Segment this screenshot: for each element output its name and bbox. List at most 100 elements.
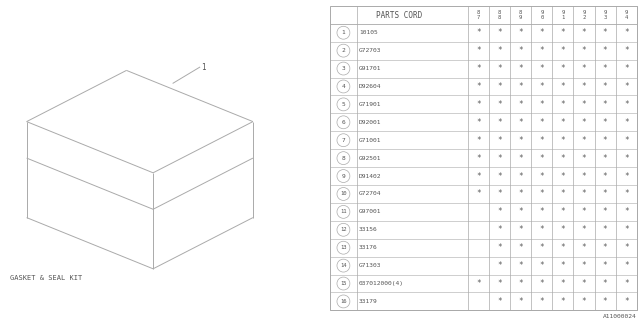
Text: *: * <box>476 154 481 163</box>
Text: *: * <box>582 100 586 109</box>
Text: *: * <box>582 297 586 306</box>
Text: 2: 2 <box>342 48 346 53</box>
Text: *: * <box>561 28 565 37</box>
Text: *: * <box>518 46 523 55</box>
Text: G97001: G97001 <box>359 209 381 214</box>
Text: G72704: G72704 <box>359 191 381 196</box>
Text: *: * <box>582 154 586 163</box>
Text: *: * <box>624 100 628 109</box>
Text: *: * <box>561 64 565 73</box>
Text: G71303: G71303 <box>359 263 381 268</box>
Text: 14: 14 <box>340 263 347 268</box>
Text: 8
7: 8 7 <box>477 10 480 20</box>
Text: G71901: G71901 <box>359 102 381 107</box>
Text: *: * <box>603 172 607 180</box>
Text: *: * <box>561 279 565 288</box>
Text: *: * <box>497 46 502 55</box>
Text: *: * <box>624 46 628 55</box>
Text: *: * <box>624 207 628 216</box>
Text: 9
2: 9 2 <box>582 10 586 20</box>
Text: 11: 11 <box>340 209 347 214</box>
Text: *: * <box>603 243 607 252</box>
Text: *: * <box>561 118 565 127</box>
Text: 9
4: 9 4 <box>625 10 628 20</box>
Text: *: * <box>518 225 523 234</box>
Text: *: * <box>540 172 544 180</box>
Text: *: * <box>603 46 607 55</box>
Text: *: * <box>540 118 544 127</box>
Text: *: * <box>540 154 544 163</box>
Text: *: * <box>624 261 628 270</box>
Text: *: * <box>582 243 586 252</box>
Text: *: * <box>561 261 565 270</box>
Text: 3: 3 <box>342 66 346 71</box>
Text: 9: 9 <box>342 173 346 179</box>
Text: *: * <box>561 82 565 91</box>
Text: *: * <box>624 28 628 37</box>
Text: *: * <box>518 154 523 163</box>
Text: *: * <box>561 207 565 216</box>
Text: 6: 6 <box>342 120 346 125</box>
Text: 9
1: 9 1 <box>561 10 564 20</box>
Text: 16: 16 <box>340 299 347 304</box>
Text: *: * <box>518 189 523 198</box>
Text: G72703: G72703 <box>359 48 381 53</box>
Text: *: * <box>582 64 586 73</box>
Text: *: * <box>540 100 544 109</box>
Text: 13: 13 <box>340 245 347 250</box>
Text: 4: 4 <box>342 84 346 89</box>
Text: D91402: D91402 <box>359 173 381 179</box>
Text: *: * <box>582 189 586 198</box>
Text: *: * <box>476 64 481 73</box>
Text: *: * <box>582 118 586 127</box>
Text: *: * <box>497 189 502 198</box>
Text: *: * <box>497 207 502 216</box>
Text: *: * <box>561 297 565 306</box>
Text: *: * <box>624 279 628 288</box>
Text: *: * <box>476 100 481 109</box>
Text: *: * <box>624 136 628 145</box>
Text: *: * <box>540 279 544 288</box>
Text: 8: 8 <box>342 156 346 161</box>
Text: 12: 12 <box>340 227 347 232</box>
Text: *: * <box>603 225 607 234</box>
Text: *: * <box>497 28 502 37</box>
Text: *: * <box>603 154 607 163</box>
Text: GASKET & SEAL KIT: GASKET & SEAL KIT <box>10 276 82 281</box>
Text: *: * <box>497 297 502 306</box>
Text: *: * <box>540 28 544 37</box>
Text: *: * <box>518 279 523 288</box>
Text: *: * <box>497 172 502 180</box>
Text: *: * <box>518 100 523 109</box>
Text: *: * <box>603 136 607 145</box>
Text: *: * <box>561 136 565 145</box>
Text: 9
3: 9 3 <box>604 10 607 20</box>
Text: *: * <box>518 297 523 306</box>
Text: *: * <box>497 243 502 252</box>
Text: *: * <box>497 261 502 270</box>
Text: *: * <box>582 28 586 37</box>
Text: *: * <box>561 243 565 252</box>
Text: *: * <box>582 46 586 55</box>
Text: *: * <box>603 207 607 216</box>
Text: 8
8: 8 8 <box>498 10 501 20</box>
Text: *: * <box>518 136 523 145</box>
Text: *: * <box>603 297 607 306</box>
Text: G92501: G92501 <box>359 156 381 161</box>
Text: *: * <box>518 172 523 180</box>
Text: *: * <box>518 118 523 127</box>
Text: *: * <box>582 172 586 180</box>
Text: 037012000(4): 037012000(4) <box>359 281 404 286</box>
Text: *: * <box>603 82 607 91</box>
Text: *: * <box>540 46 544 55</box>
Text: *: * <box>603 279 607 288</box>
Text: *: * <box>518 243 523 252</box>
Text: *: * <box>624 297 628 306</box>
Text: *: * <box>603 118 607 127</box>
Text: *: * <box>518 64 523 73</box>
Text: *: * <box>476 28 481 37</box>
Text: *: * <box>603 189 607 198</box>
Text: 15: 15 <box>340 281 347 286</box>
Text: *: * <box>497 64 502 73</box>
Text: *: * <box>497 279 502 288</box>
